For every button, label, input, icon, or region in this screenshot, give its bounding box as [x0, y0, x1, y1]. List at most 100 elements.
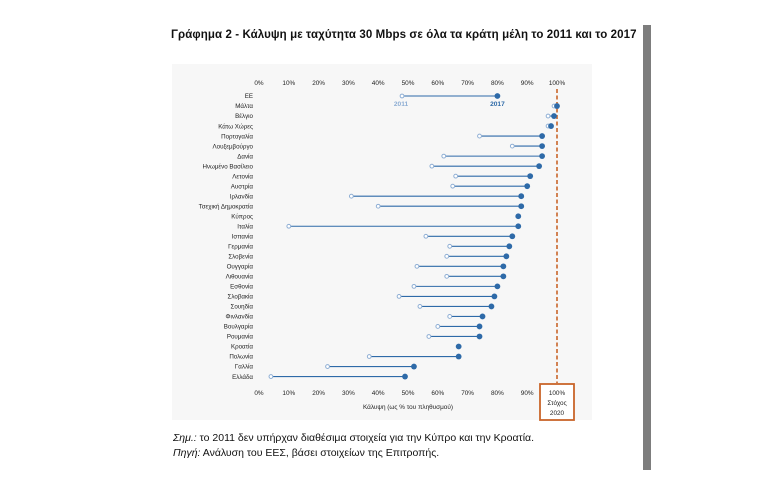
point-2017	[455, 343, 462, 350]
category-label: Πορτογαλία	[221, 133, 253, 140]
point-2017	[402, 373, 408, 380]
category-label: Σουηδία	[231, 304, 254, 311]
point-2011	[286, 223, 292, 229]
category-label: Ουγγαρία	[227, 264, 254, 271]
point-2011	[429, 163, 435, 169]
point-2017	[455, 353, 462, 360]
point-2017	[515, 213, 522, 220]
point-2017	[500, 273, 507, 280]
footnote-note-text: το 2011 δεν υπήρχαν διαθέσιμα στοιχεία γ…	[196, 432, 535, 444]
point-2017	[518, 203, 525, 210]
category-label: Τσεχική Δημοκρατία	[199, 203, 254, 210]
point-2011	[414, 263, 420, 269]
point-2017	[554, 103, 560, 109]
category-label: Κάτω Χώρες	[218, 123, 253, 130]
target-label-line2: 2020	[550, 410, 565, 417]
x-tick-label-top: 80%	[491, 80, 504, 87]
x-tick-label-bottom: 40%	[372, 390, 385, 397]
x-tick-label-top: 10%	[282, 80, 295, 87]
point-2017	[494, 283, 501, 290]
point-2017	[518, 193, 525, 200]
x-axis-title: Κάλυψη (ως % του πληθυσμού)	[363, 403, 453, 411]
category-label: Γαλλία	[235, 364, 254, 371]
point-2017	[479, 313, 486, 320]
point-2011	[453, 173, 459, 179]
point-2017	[539, 153, 545, 160]
point-2011	[375, 203, 381, 209]
x-tick-label-bottom: 70%	[461, 390, 474, 397]
category-label: Κροατία	[231, 344, 253, 351]
point-2011	[441, 153, 447, 159]
point-2017	[491, 293, 498, 300]
x-tick-label-bottom: 90%	[521, 390, 534, 397]
point-2011	[450, 183, 456, 189]
figure-title: Γράφημα 2 - Κάλυψη με ταχύτητα 30 Mbps σ…	[171, 29, 637, 41]
point-2017	[548, 123, 554, 129]
x-tick-label-top: 40%	[372, 80, 385, 87]
point-2011	[426, 334, 432, 339]
category-label: Αυστρία	[231, 183, 254, 190]
category-label: Δανία	[237, 153, 253, 160]
category-label: Μάλτα	[235, 103, 253, 110]
point-2011	[268, 374, 274, 379]
x-tick-label-top: 70%	[461, 80, 474, 87]
footnote-source-text: Ανάλυση του ΕΕΣ, βάσει στοιχείων της Επι…	[200, 447, 440, 459]
point-2017	[494, 93, 501, 99]
footnotes: Σημ.: το 2011 δεν υπήρχαν διαθέσιμα στοι…	[173, 431, 534, 461]
x-tick-label-top: 0%	[254, 80, 264, 87]
category-label: Λουξεμβούργο	[213, 143, 254, 150]
x-tick-label-top: 50%	[402, 80, 415, 87]
point-2011	[435, 324, 441, 329]
point-2017	[509, 233, 516, 240]
point-2017	[476, 323, 483, 330]
point-2011	[545, 113, 551, 119]
category-label: ΕΕ	[245, 93, 253, 100]
x-tick-label-bottom: 10%	[282, 390, 295, 397]
footnote-source-label: Πηγή:	[173, 447, 201, 459]
category-label: Ιρλανδία	[230, 193, 254, 200]
x-tick-label-bottom: 50%	[402, 390, 415, 397]
x-tick-label-bottom: 0%	[254, 390, 264, 397]
point-2017	[551, 113, 557, 119]
point-2011	[447, 243, 453, 249]
category-label: Φινλανδία	[226, 314, 254, 321]
chart-panel	[172, 64, 592, 420]
point-2017	[524, 183, 531, 190]
category-label: Ρουμανία	[227, 334, 254, 341]
category-label: Λετονία	[232, 173, 253, 180]
category-label: Βέλγιο	[235, 113, 253, 120]
point-2017	[500, 263, 507, 270]
target-box	[539, 383, 575, 421]
category-label: Εσθονία	[230, 284, 253, 291]
point-2011	[477, 133, 482, 139]
category-label: Πολωνία	[229, 354, 253, 361]
point-2017	[527, 173, 534, 180]
x-tick-label-top: 60%	[431, 80, 444, 87]
target-pct-label: 100%	[549, 390, 566, 397]
annotation-2011: 2011	[394, 101, 409, 108]
point-2011	[325, 364, 330, 369]
target-label-line1: Στόχος	[547, 399, 566, 407]
footnote-note: Σημ.: το 2011 δεν υπήρχαν διαθέσιμα στοι…	[173, 431, 534, 446]
category-label: Γερμανία	[228, 244, 253, 251]
footnote-source: Πηγή: Ανάλυση του ΕΕΣ, βάσει στοιχείων τ…	[173, 446, 534, 461]
point-2017	[476, 333, 483, 340]
point-2017	[503, 253, 510, 260]
point-2017	[411, 363, 417, 370]
category-label: Ελλάδα	[232, 374, 253, 381]
annotation-2017: 2017	[490, 101, 505, 108]
point-2011	[348, 193, 354, 199]
point-2011	[509, 143, 515, 149]
point-2017	[539, 143, 545, 150]
point-2011	[399, 93, 405, 99]
category-label: Σλοβενία	[228, 254, 253, 261]
point-2017	[488, 303, 495, 310]
x-tick-label-bottom: 80%	[491, 390, 504, 397]
category-label: Βουλγαρία	[224, 324, 254, 331]
category-label: Ιταλία	[237, 223, 253, 230]
category-label: Σλοβακία	[228, 294, 254, 301]
footnote-note-label: Σημ.:	[173, 432, 197, 444]
category-label: Ισπανία	[232, 233, 254, 240]
point-2017	[539, 133, 545, 139]
